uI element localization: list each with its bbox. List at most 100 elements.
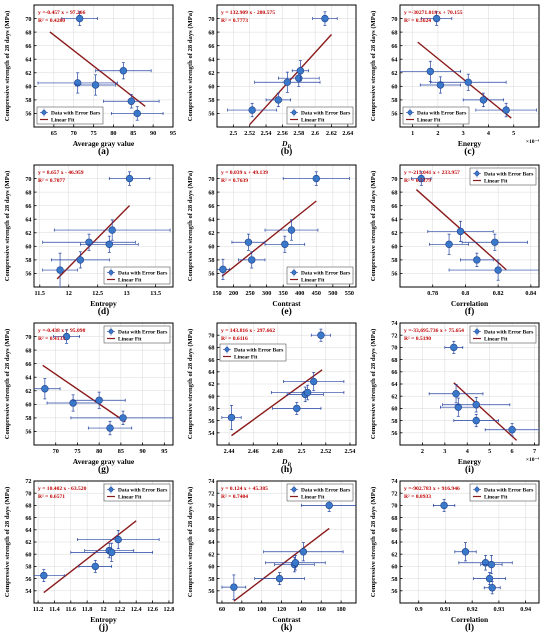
x-tick-label: 250: [245, 290, 254, 297]
fit-line: [42, 364, 126, 423]
legend-label-fit: Linear Fit: [301, 118, 325, 124]
y-tick-label: 68: [208, 345, 214, 352]
x-tick-label: 2.52: [244, 130, 255, 137]
y-tick-label: 58: [25, 97, 31, 104]
legend-point-symbol: [407, 110, 413, 115]
panel-label: (f): [465, 306, 475, 317]
y-tick-label: 62: [391, 70, 397, 77]
x-axis-label: Energy: [458, 457, 482, 466]
data-point: [275, 574, 284, 583]
fit-equation: y = 8.657 x - 46.959: [38, 170, 84, 176]
panel-b: 2.5 2.52 2.54 2.56 2.58 2.6 2.62 2.64 56 58 60 62 64…: [187, 4, 357, 157]
x-tick-label: 2.48: [272, 448, 283, 455]
y-tick-label: 54: [25, 588, 31, 595]
x-tick-label: 0.9: [415, 606, 423, 613]
plot-frame: [33, 164, 174, 288]
x-axis-label: Contrast: [272, 299, 301, 308]
y-tick-label: 70: [208, 16, 214, 23]
y-tick-label: 58: [208, 97, 214, 104]
fit-line: [231, 369, 323, 437]
legend-label-fit: Linear Fit: [234, 355, 258, 361]
data-layer: [400, 11, 537, 119]
panel-label: (j): [99, 622, 109, 633]
y-tick-label: 70: [25, 490, 31, 497]
panel-h: 2.44 2.46 2.48 2.5 2.52 2.54 54 56 58 60 62 64 66 68 7…: [187, 322, 357, 475]
fit-line: [443, 345, 494, 450]
data-point: [436, 81, 445, 89]
x-tick-label: 0.91: [440, 606, 451, 613]
legend-point-symbol: [291, 487, 297, 492]
fit-line: [221, 200, 317, 277]
y-tick-label: 56: [208, 271, 214, 278]
fit-r-squared: R² = 0.7404: [221, 494, 248, 500]
y-tick-label: 68: [25, 29, 31, 36]
legend-label-data: Data with Error Bars: [301, 271, 350, 277]
plot-frame: [216, 4, 357, 128]
data-layer: [217, 171, 350, 280]
fit-equation: y =-33,695.736 x + 75.654: [404, 328, 464, 334]
data-point: [127, 97, 136, 105]
y-axis-label: Compressive strength of 28 days (MPa): [4, 11, 11, 122]
y-tick-label: 56: [25, 576, 31, 583]
data-point: [445, 240, 453, 249]
panel-label: (h): [281, 464, 293, 475]
x-tick-label: 550: [345, 290, 354, 297]
legend-label-data: Data with Error Bars: [51, 111, 100, 117]
data-layer: [34, 486, 160, 594]
y-tick-label: 68: [25, 347, 31, 354]
y-tick-label: 72: [25, 478, 31, 485]
y-tick-label: 62: [391, 393, 397, 400]
panel-label: (i): [465, 464, 474, 475]
y-tick-label: 58: [391, 257, 397, 264]
plot-frame: [33, 322, 174, 446]
data-point: [248, 106, 256, 114]
data-point: [283, 78, 292, 86]
y-tick-label: 68: [208, 515, 214, 522]
panel-g: 70 75 80 85 90 95 56 58 60 62 64 66 68 70 Average gray…: [4, 322, 174, 475]
x-tick-label: 0.92: [467, 606, 478, 613]
x-axis-label: Entropy: [90, 299, 117, 308]
y-axis-label: Compressive strength of 28 days (MPa): [370, 329, 377, 440]
legend-box: [36, 106, 104, 125]
y-tick-label: 60: [25, 551, 31, 558]
y-tick-label: 66: [25, 515, 31, 522]
fit-equation: y =-0.457 x + 97.266: [38, 10, 86, 16]
y-tick-label: 68: [391, 189, 397, 196]
panel-j: 11.2 11.4 11.6 11.8 12 12.2 12.4 12.6 12.8 54 56 58…: [4, 478, 174, 633]
y-tick-label: 70: [25, 176, 31, 183]
y-tick-label: 58: [25, 564, 31, 571]
legend-label-data: Data with Error Bars: [118, 271, 167, 277]
x-tick-label: 85: [118, 448, 124, 455]
legend-label-fit: Linear Fit: [301, 495, 325, 501]
data-layer: [221, 328, 345, 437]
x-axis-label: Average gray value: [73, 139, 135, 148]
fit-r-squared: R² = 0.5624: [404, 18, 431, 24]
x-tick-label: 60: [219, 606, 225, 613]
x-tick-label: 5: [488, 448, 491, 455]
data-point: [296, 67, 305, 75]
data-point: [312, 174, 320, 183]
fit-line: [43, 520, 137, 594]
fit-r-squared: R² = 0.4133: [38, 336, 65, 342]
y-tick-label: 64: [25, 527, 31, 534]
x-tick-label: 12.8: [163, 606, 174, 613]
x-tick-label: 0.78: [427, 290, 438, 297]
y-tick-label: 64: [208, 369, 214, 376]
y-tick-label: 56: [391, 111, 397, 118]
x-tick-label: 350: [279, 290, 288, 297]
y-tick-label: 64: [25, 374, 31, 381]
data-point: [230, 583, 238, 591]
plot-frame: [399, 164, 540, 288]
plot-frame: [399, 4, 540, 128]
plot-frame: [33, 4, 174, 128]
x-tick-label: 0.8: [462, 290, 470, 297]
x-tick-label: 0.93: [493, 606, 504, 613]
y-tick-label: 58: [25, 257, 31, 264]
x-tick-label: 70: [71, 130, 77, 137]
x-tick-label: 6: [511, 448, 514, 455]
y-tick-label: 66: [25, 361, 31, 368]
